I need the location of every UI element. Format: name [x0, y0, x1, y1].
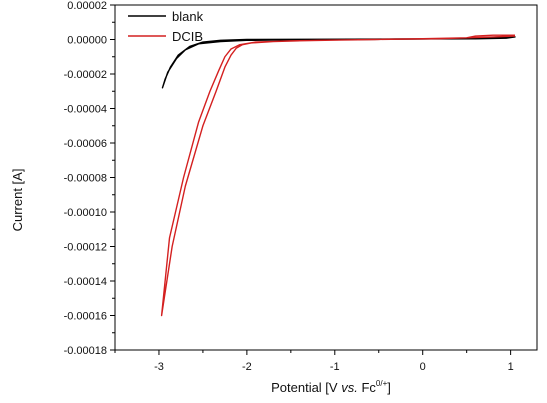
legend-label-blank: blank [172, 9, 204, 24]
y-tick-label: -0.00016 [64, 311, 107, 323]
y-tick-label: -0.00018 [64, 345, 107, 357]
y-tick-label: -0.00002 [64, 69, 107, 81]
y-tick-label: 0.00002 [67, 0, 107, 12]
x-tick-label: -1 [330, 361, 340, 373]
x-axis-label-middle: Fc [357, 380, 376, 395]
y-tick-label: 0.00000 [67, 35, 107, 47]
y-tick-label: -0.00004 [64, 104, 107, 116]
x-axis-label: Potential [V vs. Fc0/+] [115, 379, 547, 396]
x-tick-label: 1 [508, 361, 514, 373]
y-axis: 0.00002 0.00000 -0.00002 -0.00004 -0.00006 -0… [64, 0, 115, 357]
x-tick-label: 0 [420, 361, 426, 373]
y-tick-label: -0.00006 [64, 138, 107, 150]
x-tick-label: -2 [242, 361, 252, 373]
legend-label-dcib: DCIB [172, 29, 203, 44]
y-tick-label: -0.00012 [64, 242, 107, 254]
series-layer [160, 34, 516, 317]
x-axis-label-prefix: Potential [V [271, 380, 342, 395]
y-tick-label: -0.00014 [64, 276, 107, 288]
y-tick-label: -0.00010 [64, 207, 107, 219]
x-axis-label-sup: 0/+ [375, 379, 388, 388]
y-axis-label: Current [A] [10, 169, 25, 232]
x-axis-label-italic: vs. [341, 380, 358, 395]
y-tick-label: -0.00008 [64, 173, 107, 185]
x-axis-label-suffix: ] [387, 380, 391, 395]
x-axis: -3 -2 -1 0 1 [114, 350, 514, 373]
x-tick-label: -3 [154, 361, 164, 373]
legend: blank DCIB [128, 9, 204, 44]
series-line-dcib [160, 34, 516, 317]
